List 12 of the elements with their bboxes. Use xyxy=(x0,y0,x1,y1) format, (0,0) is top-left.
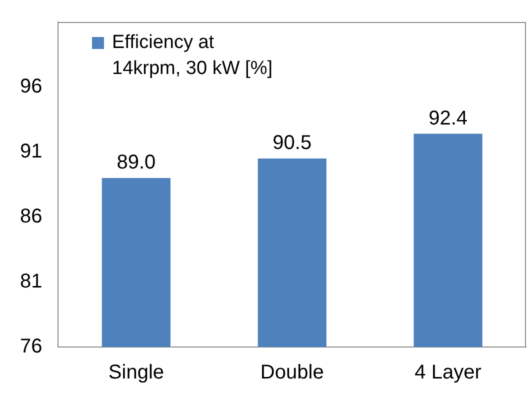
legend-label: Efficiency at 14krpm, 30 kW [%] xyxy=(112,31,274,81)
data-label: 92.4 xyxy=(428,107,468,130)
y-tick-label: 96 xyxy=(20,76,42,98)
y-tick-label: 86 xyxy=(20,206,42,228)
y-tick-label: 81 xyxy=(20,270,42,293)
y-tick-label: 76 xyxy=(20,336,42,358)
data-label: 89.0 xyxy=(116,152,156,174)
x-tick-label: Single xyxy=(108,362,164,384)
data-label: 90.5 xyxy=(272,132,312,154)
x-tick-label: Double xyxy=(260,362,324,384)
x-tick-label: 4 Layer xyxy=(414,362,482,384)
y-tick-label: 91 xyxy=(20,140,42,163)
